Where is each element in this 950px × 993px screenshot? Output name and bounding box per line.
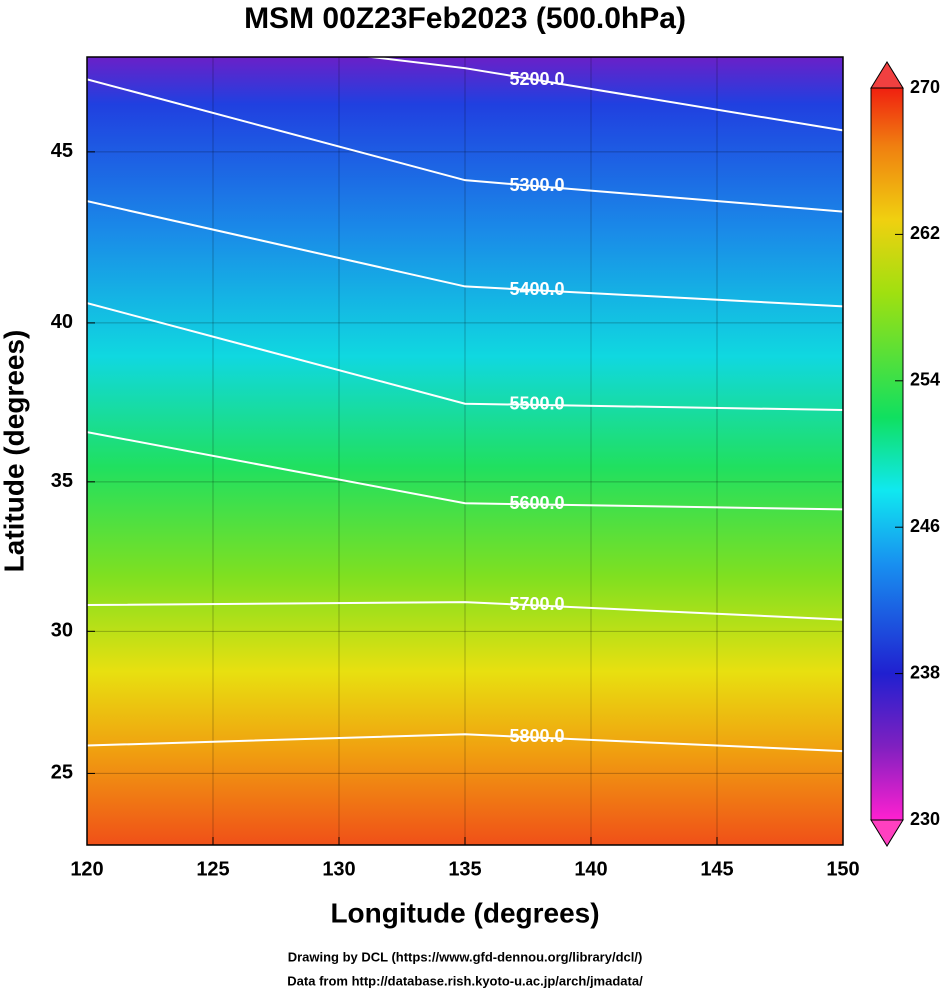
contour-line <box>87 200 843 308</box>
y-tick-label: 45 <box>51 140 73 162</box>
colorbar-tick-label: 262 <box>910 223 940 243</box>
field-shading <box>87 57 843 845</box>
contour-line <box>87 601 843 621</box>
colorbar-tick-label: 246 <box>910 516 940 536</box>
x-axis-label: Longitude (degrees) <box>330 897 599 928</box>
credit: Drawing by DCL (https://www.gfd-dennou.o… <box>288 949 643 964</box>
contour-label: 5200.0 <box>509 69 564 89</box>
y-axis-label: Latitude (degrees) <box>0 330 29 573</box>
contour-label: 5500.0 <box>509 394 564 414</box>
contour-label: 5300.0 <box>509 175 564 195</box>
contour-line <box>87 733 843 753</box>
contour-label: 5800.0 <box>509 726 564 746</box>
contour-label: 5700.0 <box>509 594 564 614</box>
x-tick-label: 130 <box>322 858 355 880</box>
x-tick-label: 140 <box>574 858 607 880</box>
chart-title: MSM 00Z23Feb2023 (500.0hPa) <box>244 2 686 35</box>
x-tick-label: 120 <box>70 858 103 880</box>
y-tick-label: 30 <box>51 620 73 642</box>
colorbar-tick-label: 254 <box>910 370 940 390</box>
colorbar-tick-label: 270 <box>910 77 940 97</box>
x-tick-label: 125 <box>196 858 229 880</box>
colorbar <box>870 87 904 821</box>
contour-line <box>87 78 843 213</box>
x-tick-label: 135 <box>448 858 481 880</box>
colorbar-tick-label: 238 <box>910 662 940 682</box>
y-tick-label: 40 <box>51 311 73 333</box>
x-tick-label: 145 <box>700 858 733 880</box>
contour-line <box>362 57 843 132</box>
contour-label: 5600.0 <box>509 493 564 513</box>
colorbar-extend <box>870 819 904 847</box>
contour-line <box>87 431 843 511</box>
colorbar-tick-label: 230 <box>910 809 940 829</box>
contour-label: 5400.0 <box>509 279 564 299</box>
y-tick-label: 25 <box>51 762 73 784</box>
y-tick-label: 35 <box>51 470 73 492</box>
colorbar-extend <box>870 61 904 89</box>
credit: Data from http://database.rish.kyoto-u.a… <box>287 973 643 988</box>
contour-line <box>87 302 843 412</box>
plot-layer: 5200.0 5300.0 5400.0 5500.0 5600.0 5700.0 5800… <box>87 57 843 845</box>
x-tick-label: 150 <box>826 858 859 880</box>
